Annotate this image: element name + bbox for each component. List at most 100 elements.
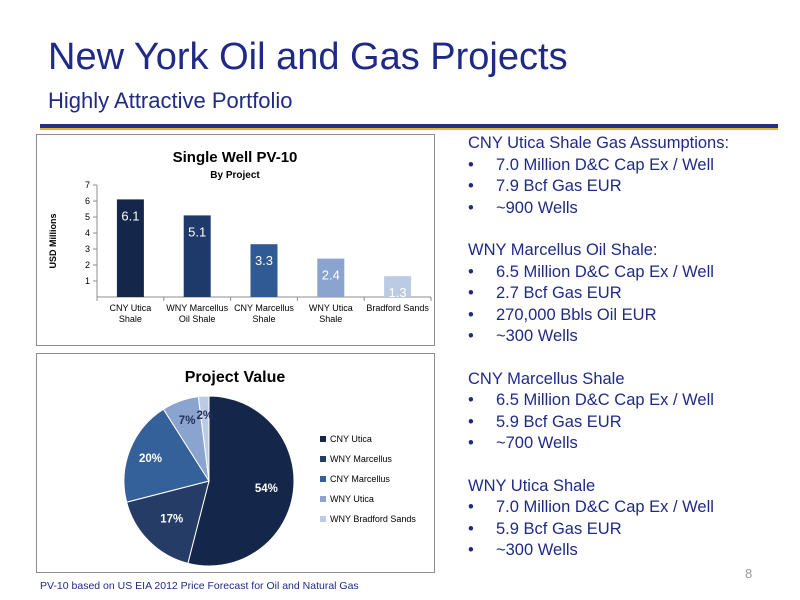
bullet-icon: • xyxy=(468,198,474,217)
pie-chart-panel: Project Value 54% 17% 20% 7% 2% CNY Utica WNY M… xyxy=(36,353,435,573)
bullet-icon: • xyxy=(468,412,474,431)
pie-chart: Project Value 54% 17% 20% 7% 2% CNY Utica WNY M… xyxy=(123,369,416,567)
y-axis-label: USD Millions xyxy=(48,213,58,268)
title-rule-gold xyxy=(40,128,778,130)
assumption-item: • 6.5 Million D&C Cap Ex / Well xyxy=(468,390,788,412)
assumption-item-text: 7.0 Million D&C Cap Ex / Well xyxy=(496,155,714,174)
pie-slice-label: 7% xyxy=(179,415,196,427)
pie-slice xyxy=(187,395,295,567)
bullet-icon: • xyxy=(468,434,474,452)
assumption-item: • 270,000 Bbls Oil EUR xyxy=(468,305,788,327)
assumption-item: • ~300 Wells xyxy=(468,540,788,562)
chart-title: Project Value xyxy=(185,369,286,386)
bullet-icon: • xyxy=(468,327,474,345)
legend-swatch xyxy=(320,476,326,482)
assumption-item-text: 6.5 Million D&C Cap Ex / Well xyxy=(496,391,714,409)
legend-label: WNY Bradford Sands xyxy=(330,514,416,524)
y-tick-label: 4 xyxy=(85,228,90,238)
assumption-heading: WNY Utica Shale xyxy=(468,476,596,495)
y-tick-label: 6 xyxy=(85,196,90,206)
chart-subtitle: By Project xyxy=(210,170,260,181)
category-label: WNY Marcellus xyxy=(166,303,228,313)
assumption-item-text: 7.0 Million D&C Cap Ex / Well xyxy=(496,498,714,516)
assumption-group: CNY Marcellus Shale • 6.5 Million D&C Cap … xyxy=(468,369,788,455)
assumption-heading: CNY Utica Shale Gas Assumptions: xyxy=(468,134,730,152)
slide-title: New York Oil and Gas Projects xyxy=(48,36,568,78)
assumption-item: • ~900 Wells xyxy=(468,198,788,220)
pie-slice xyxy=(197,395,210,482)
bullet-icon: • xyxy=(468,155,474,174)
bullet-icon: • xyxy=(468,284,474,302)
pie-slice-label: 17% xyxy=(160,513,183,525)
assumption-item-text: 2.7 Bcf Gas EUR xyxy=(496,284,622,302)
category-label: CNY Marcellus xyxy=(234,303,294,313)
assumption-group: CNY Utica Shale Gas Assumptions: • 7.0 Mil… xyxy=(468,133,788,219)
y-tick-label: 3 xyxy=(85,244,90,254)
footnote: PV-10 based on US EIA 2012 Price Forecas… xyxy=(40,580,359,592)
assumption-item: • ~700 Wells xyxy=(468,433,788,455)
pie-slice-label: 20% xyxy=(139,453,162,465)
bar-value-label: 6.1 xyxy=(121,208,139,223)
bullet-icon: • xyxy=(468,541,474,559)
bar xyxy=(384,276,412,297)
assumption-item-text: 5.9 Bcf Gas EUR xyxy=(496,412,622,431)
bar-chart-panel: Single Well PV-10 By Project USD Millions 1… xyxy=(36,134,435,346)
legend-swatch xyxy=(320,436,326,442)
category-label: Shale xyxy=(252,314,275,324)
legend-swatch xyxy=(320,456,326,462)
bar-value-label: 1.3 xyxy=(389,285,407,300)
pie-slice-label: 54% xyxy=(255,483,278,495)
assumption-item: • 7.0 Million D&C Cap Ex / Well xyxy=(468,497,788,519)
legend-swatch xyxy=(320,496,326,502)
category-label: Bradford Sands xyxy=(366,303,429,313)
assumption-item-text: 5.9 Bcf Gas EUR xyxy=(496,519,622,538)
assumption-item: • 5.9 Bcf Gas EUR xyxy=(468,519,788,541)
assumption-item-text: 270,000 Bbls Oil EUR xyxy=(496,305,657,324)
assumption-item-text: 7.9 Bcf Gas EUR xyxy=(496,177,622,195)
assumption-item-text: 6.5 Million D&C Cap Ex / Well xyxy=(496,262,714,281)
assumptions-list: CNY Utica Shale Gas Assumptions: • 7.0 Mil… xyxy=(468,133,788,583)
category-label: WNY Utica xyxy=(309,303,353,313)
bullet-icon: • xyxy=(468,498,474,516)
assumption-item: • 2.7 Bcf Gas EUR xyxy=(468,283,788,305)
bullet-icon: • xyxy=(468,305,474,324)
assumption-item-text: ~300 Wells xyxy=(496,541,578,559)
legend-swatch xyxy=(320,516,326,522)
assumption-item-text: ~300 Wells xyxy=(496,327,578,345)
y-tick-label: 7 xyxy=(85,180,90,190)
page-number: 8 xyxy=(745,566,753,581)
assumption-heading: CNY Marcellus Shale xyxy=(468,369,625,388)
chart-title: Single Well PV-10 xyxy=(173,149,298,166)
bar xyxy=(183,215,211,297)
bar-value-label: 2.4 xyxy=(322,268,340,283)
assumption-item: • 5.9 Bcf Gas EUR xyxy=(468,412,788,434)
bullet-icon: • xyxy=(468,262,474,281)
pie-slice xyxy=(126,480,210,564)
legend-label: WNY Marcellus xyxy=(330,454,392,464)
assumption-item: • 6.5 Million D&C Cap Ex / Well xyxy=(468,262,788,284)
bullet-icon: • xyxy=(468,391,474,409)
bar xyxy=(250,244,278,297)
bar xyxy=(317,258,345,297)
bar-chart: Single Well PV-10 By Project USD Millions 1… xyxy=(48,149,432,324)
legend-label: CNY Marcellus xyxy=(330,474,390,484)
y-tick-label: 5 xyxy=(85,212,90,222)
legend-label: CNY Utica xyxy=(330,434,372,444)
assumption-group: WNY Marcellus Oil Shale: • 6.5 Million D&C… xyxy=(468,240,788,348)
category-label: Shale xyxy=(319,314,342,324)
slide-subtitle: Highly Attractive Portfolio xyxy=(48,88,293,113)
assumption-item: • 7.9 Bcf Gas EUR xyxy=(468,176,788,198)
bar-value-label: 3.3 xyxy=(255,253,273,268)
bullet-icon: • xyxy=(468,519,474,538)
category-label: Oil Shale xyxy=(179,314,216,324)
y-tick-label: 1 xyxy=(85,276,90,286)
assumption-item: • 7.0 Million D&C Cap Ex / Well xyxy=(468,155,788,177)
y-tick-label: 2 xyxy=(85,260,90,270)
bullet-icon: • xyxy=(468,177,474,195)
bar xyxy=(116,199,144,297)
assumption-item: • ~300 Wells xyxy=(468,326,788,348)
assumption-item-text: ~700 Wells xyxy=(496,434,578,452)
bar-value-label: 5.1 xyxy=(188,224,206,239)
pie-slice-label: 2% xyxy=(197,410,214,422)
assumption-group: WNY Utica Shale • 7.0 Million D&C Cap Ex /… xyxy=(468,476,788,562)
